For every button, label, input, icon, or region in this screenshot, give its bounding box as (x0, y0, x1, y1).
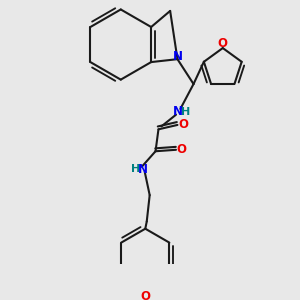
Text: O: O (177, 143, 187, 156)
Text: H: H (131, 164, 141, 174)
Text: N: N (173, 105, 183, 118)
Text: N: N (172, 50, 182, 63)
Text: O: O (218, 37, 228, 50)
Text: N: N (138, 163, 148, 176)
Text: H: H (181, 107, 190, 117)
Text: O: O (140, 290, 150, 300)
Text: O: O (178, 118, 188, 131)
